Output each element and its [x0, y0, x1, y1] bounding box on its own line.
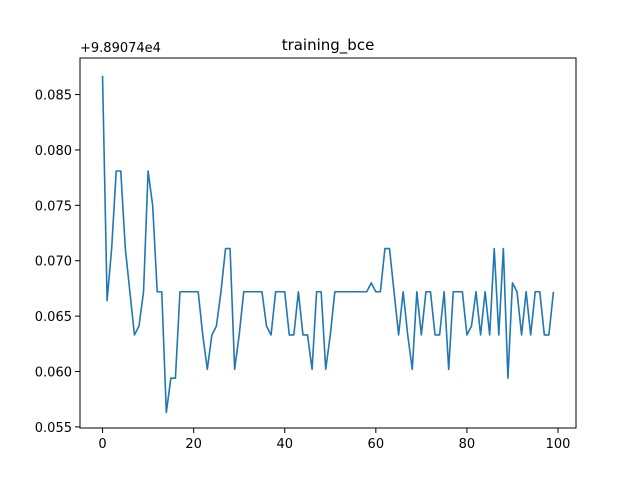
- series-layer: [101, 75, 555, 414]
- y-axis-ticks: 0.055 0.060 0.065 0.070 0.075 0.080 0.085: [35, 89, 80, 436]
- chart-title: training_bce: [282, 36, 375, 55]
- x-tick-label: 100: [546, 437, 571, 452]
- y-tick-label: 0.080: [35, 144, 72, 159]
- x-axis-ticks: 0 20 40 60 80 100: [98, 428, 570, 452]
- x-tick-label: 20: [185, 437, 202, 452]
- y-tick-label: 0.075: [35, 199, 72, 214]
- series-line: [101, 75, 555, 414]
- plot-area-frame: [79, 57, 577, 429]
- x-tick-label: 60: [368, 437, 385, 452]
- y-tick-label: 0.070: [35, 255, 72, 270]
- y-tick-label: 0.085: [35, 89, 72, 104]
- x-tick-label: 40: [276, 437, 293, 452]
- y-tick-label: 0.055: [35, 421, 72, 436]
- y-offset-label: +9.89074e4: [80, 41, 161, 56]
- x-tick-label: 80: [459, 437, 476, 452]
- y-tick-label: 0.065: [35, 310, 72, 325]
- y-tick-label: 0.060: [35, 366, 72, 381]
- x-tick-label: 0: [98, 437, 106, 452]
